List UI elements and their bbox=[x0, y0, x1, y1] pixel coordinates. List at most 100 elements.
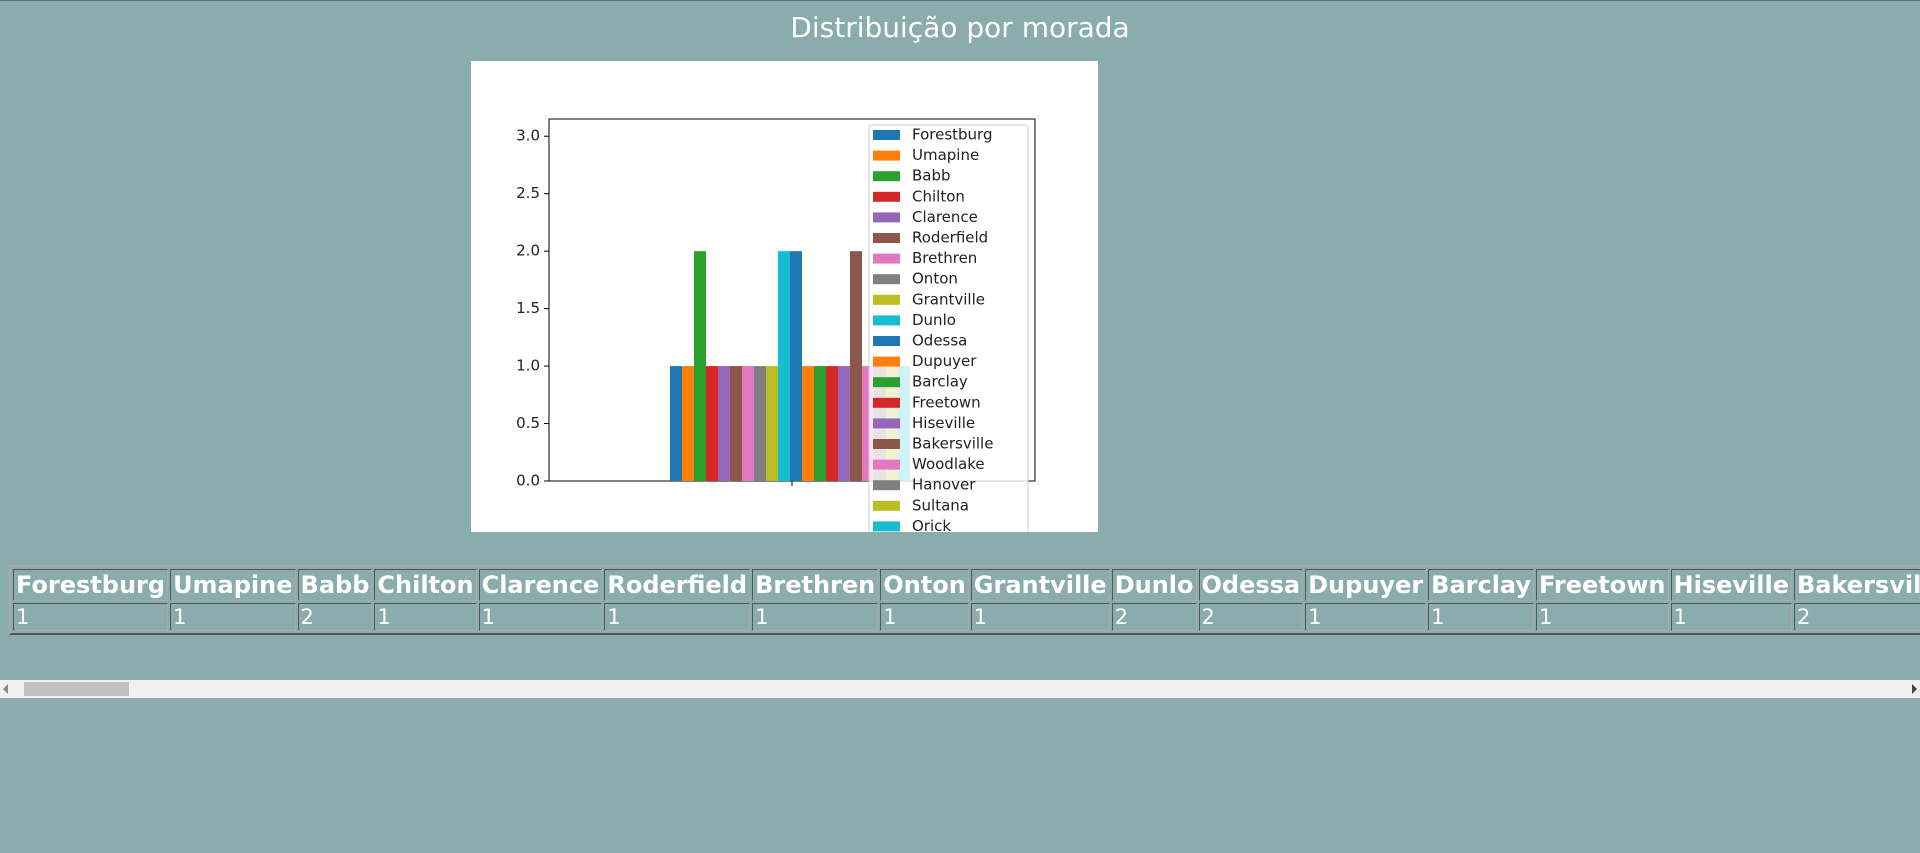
scroll-right[interactable] bbox=[1912, 684, 1917, 694]
legend-label: Onton bbox=[912, 270, 958, 288]
value-row: 11211111122111121111 bbox=[13, 603, 1920, 631]
column-header: Dunlo bbox=[1111, 569, 1197, 601]
column-header: Freetown bbox=[1536, 569, 1669, 601]
legend-swatch bbox=[873, 171, 900, 182]
table-cell: 1 bbox=[170, 603, 296, 631]
bar bbox=[718, 366, 730, 481]
legend-label: Umapine bbox=[912, 146, 979, 164]
legend-swatch bbox=[873, 130, 900, 140]
legend-swatch bbox=[873, 233, 900, 243]
legend-label: Chilton bbox=[912, 187, 965, 205]
table-cell: 1 bbox=[880, 603, 969, 631]
scroll-left[interactable] bbox=[3, 684, 8, 694]
legend-label: Babb bbox=[912, 167, 951, 185]
legend-swatch bbox=[873, 500, 900, 511]
table-cell: 1 bbox=[1536, 603, 1669, 631]
legend-swatch bbox=[873, 418, 900, 429]
column-header: Grantville bbox=[970, 569, 1110, 601]
legend-swatch bbox=[873, 356, 900, 367]
scroll-thumb[interactable] bbox=[24, 682, 129, 696]
column-header: Roderfield bbox=[604, 569, 751, 601]
bar bbox=[814, 366, 826, 481]
column-header: Odessa bbox=[1198, 569, 1304, 601]
header-row: Forestburg Umapine Babb Chilton Clarence Rode… bbox=[13, 569, 1920, 601]
column-header: Onton bbox=[880, 569, 969, 601]
legend-label: Orick bbox=[912, 517, 951, 532]
y-tick-label: 1.0 bbox=[516, 357, 540, 375]
table-cell: 1 bbox=[752, 603, 879, 631]
column-header: Umapine bbox=[170, 569, 296, 601]
horizontal-scrollbar[interactable] bbox=[0, 680, 1920, 698]
bar bbox=[778, 251, 790, 481]
legend-swatch bbox=[873, 191, 900, 202]
column-header: Hiseville bbox=[1670, 569, 1792, 601]
legend-label: Woodlake bbox=[912, 455, 985, 473]
legend-label: Odessa bbox=[912, 332, 967, 350]
y-tick-label: 0.5 bbox=[516, 414, 540, 432]
y-tick-label: 2.5 bbox=[516, 184, 540, 202]
y-tick-label: 2.0 bbox=[516, 242, 540, 260]
bar bbox=[694, 251, 706, 481]
legend-swatch bbox=[873, 336, 900, 346]
table-cell: 1 bbox=[970, 603, 1110, 631]
page-title: Distribuição por morada bbox=[790, 11, 1130, 44]
table-cell: 1 bbox=[13, 603, 169, 631]
legend-label: Hiseville bbox=[912, 414, 975, 432]
legend-box bbox=[868, 124, 1029, 532]
legend-label: Roderfield bbox=[912, 229, 988, 247]
bar bbox=[670, 366, 682, 481]
data-table: Forestburg Umapine Babb Chilton Clarence Rode… bbox=[9, 565, 1920, 635]
column-header: Bakersville bbox=[1794, 569, 1920, 601]
bar bbox=[838, 366, 850, 481]
column-header: Dupuyer bbox=[1305, 569, 1427, 601]
chart: 0.0 0.5 1.0 1.5 2.0 2.5 3.0 Forestburg Umapine Ba… bbox=[471, 61, 1098, 532]
bar bbox=[790, 251, 802, 481]
table-cell: 1 bbox=[1428, 603, 1535, 631]
column-header: Forestburg bbox=[13, 569, 169, 601]
legend-label: Forestburg bbox=[912, 126, 993, 144]
column-header: Chilton bbox=[374, 569, 477, 601]
bar bbox=[826, 366, 838, 481]
legend-swatch bbox=[873, 439, 900, 449]
table-cell: 2 bbox=[1111, 603, 1197, 631]
bar bbox=[766, 366, 778, 481]
legend-label: Dupuyer bbox=[912, 352, 977, 370]
column-header: Brethren bbox=[752, 569, 879, 601]
column-header: Clarence bbox=[478, 569, 603, 601]
legend-swatch bbox=[873, 397, 900, 408]
bar bbox=[730, 366, 742, 481]
table-cell: 2 bbox=[1198, 603, 1304, 631]
y-tick-label: 0.0 bbox=[516, 472, 540, 490]
legend-swatch bbox=[873, 253, 900, 264]
y-tick-label: 3.0 bbox=[516, 127, 540, 145]
legend-label: Freetown bbox=[912, 393, 981, 411]
column-header: Barclay bbox=[1428, 569, 1535, 601]
table-cell: 1 bbox=[1670, 603, 1792, 631]
y-tick-label: 1.5 bbox=[516, 299, 540, 317]
bar bbox=[850, 251, 862, 481]
legend-swatch bbox=[873, 315, 900, 326]
table-container: Forestburg Umapine Babb Chilton Clarence Rode… bbox=[9, 565, 1920, 635]
table-cell: 2 bbox=[1794, 603, 1920, 631]
table-cell: 1 bbox=[478, 603, 603, 631]
table-cell: 1 bbox=[604, 603, 751, 631]
legend-swatch bbox=[873, 377, 900, 388]
legend-label: Bakersville bbox=[912, 435, 993, 453]
table-cell: 1 bbox=[374, 603, 477, 631]
table-cell: 2 bbox=[297, 603, 373, 631]
table-cell: 1 bbox=[1305, 603, 1427, 631]
legend-label: Dunlo bbox=[912, 311, 956, 329]
legend-swatch bbox=[873, 274, 900, 285]
legend-swatch bbox=[873, 521, 900, 532]
legend-label: Sultana bbox=[912, 496, 969, 514]
legend-label: Clarence bbox=[912, 208, 978, 226]
bar bbox=[682, 366, 694, 481]
legend-label: Barclay bbox=[912, 373, 968, 391]
legend-swatch bbox=[873, 459, 900, 470]
bar bbox=[802, 366, 814, 481]
column-header: Babb bbox=[297, 569, 373, 601]
bar bbox=[742, 366, 754, 481]
legend-label: Brethren bbox=[912, 249, 977, 267]
legend-swatch bbox=[873, 480, 900, 491]
